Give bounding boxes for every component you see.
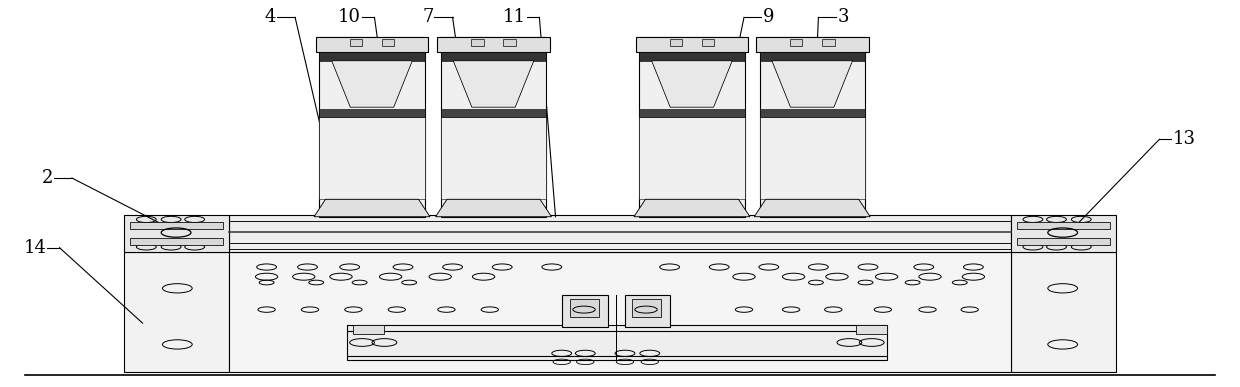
Bar [350, 39, 362, 46]
Bar [124, 215, 229, 252]
Bar [636, 37, 749, 52]
Bar [632, 299, 661, 317]
Bar [759, 37, 866, 217]
Bar [640, 37, 745, 217]
Text: 11: 11 [503, 9, 526, 26]
Bar [382, 39, 394, 46]
Bar [441, 109, 546, 117]
Bar [1017, 222, 1110, 229]
Polygon shape [332, 61, 412, 107]
Bar [856, 325, 887, 334]
Bar [124, 252, 229, 372]
Bar [790, 39, 802, 46]
Text: 13: 13 [1173, 130, 1195, 148]
Bar [229, 215, 1011, 252]
Text: 10: 10 [339, 9, 361, 26]
Bar [320, 109, 424, 117]
Bar [320, 117, 424, 199]
Bar [320, 52, 424, 61]
Text: 7: 7 [422, 9, 434, 26]
Polygon shape [652, 61, 732, 107]
Polygon shape [634, 199, 750, 217]
Text: 14: 14 [24, 239, 46, 257]
Text: 2: 2 [41, 169, 53, 187]
Bar [441, 52, 546, 61]
Bar [640, 52, 745, 61]
Bar [759, 117, 866, 199]
Bar [570, 299, 599, 317]
Bar [640, 117, 745, 199]
Bar [229, 252, 1011, 372]
Bar [756, 37, 868, 52]
Text: 9: 9 [763, 9, 775, 26]
Text: 3: 3 [837, 9, 849, 26]
Bar [315, 37, 429, 52]
Bar [441, 117, 546, 199]
Bar [670, 39, 682, 46]
Bar [562, 295, 608, 327]
Bar [640, 109, 745, 117]
Bar [1011, 215, 1116, 252]
Polygon shape [754, 199, 870, 217]
Polygon shape [435, 199, 552, 217]
Bar [759, 109, 866, 117]
Bar [130, 238, 223, 245]
Bar [759, 52, 866, 61]
Text: 4: 4 [264, 9, 277, 26]
Bar [438, 37, 549, 52]
Polygon shape [454, 61, 533, 107]
Polygon shape [771, 61, 853, 107]
Bar [503, 39, 516, 46]
Bar [441, 37, 546, 217]
Bar [625, 295, 670, 327]
Bar [320, 37, 424, 217]
Bar [353, 325, 384, 334]
Bar [702, 39, 714, 46]
Bar [822, 39, 835, 46]
Bar [347, 325, 887, 360]
Bar [1011, 252, 1116, 372]
Bar [1017, 238, 1110, 245]
Bar [130, 222, 223, 229]
Bar [471, 39, 484, 46]
Polygon shape [314, 199, 430, 217]
